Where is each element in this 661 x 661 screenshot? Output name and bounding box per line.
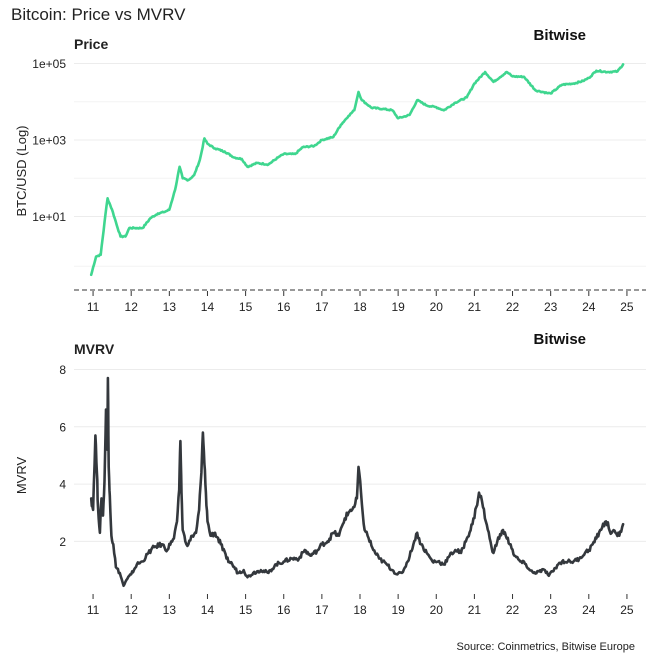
price-x-tick-label: 24 xyxy=(582,300,596,314)
price-x-tick-label: 13 xyxy=(163,300,177,314)
mvrv-x-tick-label: 14 xyxy=(201,603,215,617)
price-panel-title: Price xyxy=(74,36,108,52)
mvrv-x-tick-label: 21 xyxy=(468,603,482,617)
price-x-tick-label: 16 xyxy=(277,300,291,314)
price-y-tick-label: 1e+03 xyxy=(32,134,66,148)
mvrv-x-tick-label: 17 xyxy=(315,603,329,617)
price-y-tick-label: 1e+05 xyxy=(32,57,66,71)
price-x-tick-label: 19 xyxy=(391,300,405,314)
price-x-tick-label: 11 xyxy=(87,300,100,314)
mvrv-y-tick-label: 6 xyxy=(59,420,66,434)
mvrv-x-tick-label: 23 xyxy=(544,603,558,617)
price-x-tick-label: 14 xyxy=(201,300,215,314)
mvrv-x-tick-label: 25 xyxy=(620,603,634,617)
mvrv-y-tick-label: 8 xyxy=(59,363,66,377)
mvrv-y-tick-label: 4 xyxy=(59,478,66,492)
mvrv-x-tick-label: 20 xyxy=(430,603,444,617)
source-note: Source: Coinmetrics, Bitwise Europe xyxy=(456,641,635,653)
price-y-tick-label: 1e+01 xyxy=(32,210,66,224)
mvrv-series-line xyxy=(89,376,625,588)
mvrv-y-tick-label: 2 xyxy=(59,535,66,549)
mvrv-x-tick-label: 24 xyxy=(582,603,596,617)
price-x-tick-label: 23 xyxy=(544,300,558,314)
price-x-tick-label: 15 xyxy=(239,300,253,314)
figure-title: Bitcoin: Price vs MVRV xyxy=(11,5,186,24)
mvrv-bitwise-logo: Bitwise xyxy=(533,331,586,348)
price-series-line xyxy=(89,63,625,277)
price-x-tick-label: 18 xyxy=(353,300,367,314)
mvrv-x-tick-label: 22 xyxy=(506,603,520,617)
mvrv-panel-title: MVRV xyxy=(74,341,115,357)
mvrv-x-tick-label: 15 xyxy=(239,603,253,617)
price-x-tick-label: 22 xyxy=(506,300,520,314)
price-bitwise-logo: Bitwise xyxy=(533,27,586,44)
mvrv-x-tick-label: 19 xyxy=(391,603,405,617)
price-x-tick-label: 17 xyxy=(315,300,329,314)
mvrv-x-tick-label: 12 xyxy=(125,603,139,617)
price-x-tick-label: 25 xyxy=(620,300,634,314)
price-x-tick-label: 21 xyxy=(468,300,482,314)
price-y-axis-label: BTC/USD (Log) xyxy=(14,125,29,216)
price-x-tick-label: 12 xyxy=(125,300,139,314)
price-x-tick-label: 20 xyxy=(430,300,444,314)
mvrv-x-tick-label: 16 xyxy=(277,603,291,617)
mvrv-x-tick-label: 11 xyxy=(87,603,100,617)
mvrv-x-tick-label: 13 xyxy=(163,603,177,617)
mvrv-y-axis-label: MVRV xyxy=(14,457,29,495)
mvrv-x-tick-label: 18 xyxy=(353,603,367,617)
